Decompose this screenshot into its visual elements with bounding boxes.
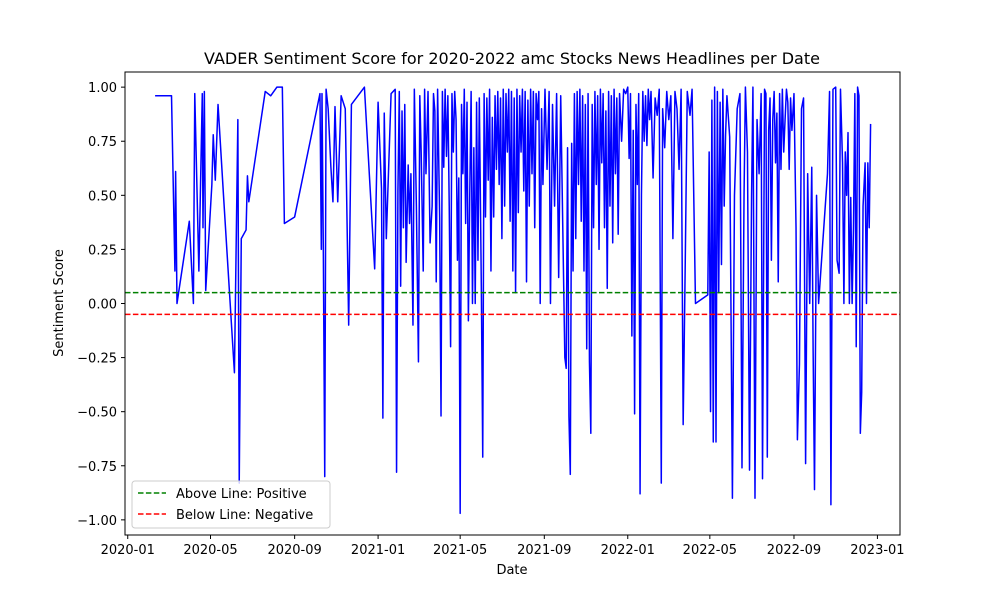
y-tick-label: 0.25 [88, 243, 117, 258]
y-tick-label: −0.75 [77, 460, 117, 475]
y-tick-label: 0.50 [88, 189, 117, 204]
x-axis-label: Date [496, 563, 527, 578]
x-tick-label: 2023-01 [850, 543, 904, 558]
y-axis: −1.00 −0.75 −0.50 −0.25 0.00 0.25 0.50 0.75 1.00 [77, 81, 125, 529]
y-tick-label: −0.50 [77, 406, 117, 421]
x-tick-label: 2021-09 [517, 543, 571, 558]
y-axis-label: Sentiment Score [52, 249, 67, 357]
x-tick-label: 2022-01 [601, 543, 655, 558]
legend-label-positive: Above Line: Positive [176, 487, 307, 502]
x-tick-label: 2021-01 [351, 543, 405, 558]
threshold-lines [125, 291, 900, 316]
x-tick-label: 2020-09 [267, 543, 321, 558]
chart-title: VADER Sentiment Score for 2020-2022 amc … [204, 49, 820, 68]
y-tick-label: 0.00 [88, 298, 117, 313]
y-tick-label: 1.00 [88, 81, 117, 96]
x-tick-label: 2020-01 [101, 543, 155, 558]
legend-label-negative: Below Line: Negative [176, 508, 313, 523]
y-tick-label: 0.75 [88, 135, 117, 150]
series-layer [155, 86, 872, 515]
y-tick-label: −1.00 [77, 514, 117, 529]
legend: Above Line: Positive Below Line: Negativ… [131, 480, 331, 529]
x-tick-label: 2020-05 [183, 543, 237, 558]
series-line-0 [155, 86, 872, 515]
x-tick-label: 2022-05 [683, 543, 737, 558]
x-tick-label: 2021-05 [433, 543, 487, 558]
x-tick-label: 2022-09 [767, 543, 821, 558]
x-axis: 2020-01 2020-05 2020-09 2021-01 2021-05 2021-… [101, 535, 905, 558]
legend-box [131, 480, 331, 529]
y-tick-label: −0.25 [77, 352, 117, 367]
